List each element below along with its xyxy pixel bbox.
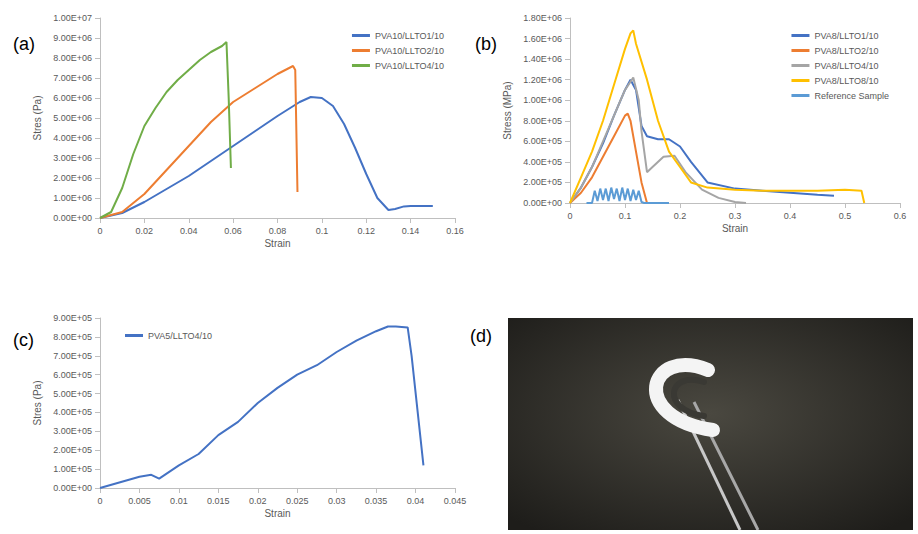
svg-text:0.005: 0.005 bbox=[128, 496, 151, 506]
svg-text:1.60E+06: 1.60E+06 bbox=[523, 34, 562, 44]
svg-text:Stress (MPa): Stress (MPa) bbox=[502, 81, 513, 139]
html-text:(d): (d) bbox=[470, 326, 492, 346]
svg-text:0.1: 0.1 bbox=[316, 226, 329, 236]
svg-text:1.40E+06: 1.40E+06 bbox=[523, 54, 562, 64]
svg-text:2.00E+05: 2.00E+05 bbox=[53, 445, 92, 455]
svg-text:0.04: 0.04 bbox=[180, 226, 198, 236]
svg-text:6.00E+05: 6.00E+05 bbox=[523, 136, 562, 146]
svg-text:PVA8/LLTO2/10: PVA8/LLTO2/10 bbox=[814, 46, 878, 56]
svg-text:1.80E+06: 1.80E+06 bbox=[523, 13, 562, 23]
svg-text:1.00E+06: 1.00E+06 bbox=[53, 193, 92, 203]
svg-text:0.01: 0.01 bbox=[170, 496, 188, 506]
svg-text:9.00E+06: 9.00E+06 bbox=[53, 33, 92, 43]
svg-text:1.00E+05: 1.00E+05 bbox=[53, 464, 92, 474]
svg-text:0.16: 0.16 bbox=[446, 226, 464, 236]
svg-text:PVA8/LLTO8/10: PVA8/LLTO8/10 bbox=[814, 76, 878, 86]
svg-text:0.035: 0.035 bbox=[365, 496, 388, 506]
svg-text:Reference Sample: Reference Sample bbox=[814, 91, 889, 101]
svg-text:Stres (Pa): Stres (Pa) bbox=[32, 380, 43, 425]
svg-text:3.00E+05: 3.00E+05 bbox=[53, 426, 92, 436]
svg-text:PVA8/LLTO4/10: PVA8/LLTO4/10 bbox=[814, 61, 878, 71]
svg-text:4.00E+05: 4.00E+05 bbox=[523, 157, 562, 167]
svg-text:0.06: 0.06 bbox=[224, 226, 242, 236]
svg-text:1.00E+07: 1.00E+07 bbox=[53, 13, 92, 23]
svg-text:7.00E+05: 7.00E+05 bbox=[53, 351, 92, 361]
svg-text:0.02: 0.02 bbox=[249, 496, 267, 506]
svg-text:8.00E+06: 8.00E+06 bbox=[53, 53, 92, 63]
svg-text:5.00E+06: 5.00E+06 bbox=[53, 113, 92, 123]
svg-text:0.1: 0.1 bbox=[619, 211, 632, 221]
svg-text:(a): (a) bbox=[13, 34, 35, 54]
svg-text:0.00E+00: 0.00E+00 bbox=[523, 198, 562, 208]
svg-text:0.12: 0.12 bbox=[357, 226, 375, 236]
svg-text:0.02: 0.02 bbox=[136, 226, 154, 236]
svg-text:(c): (c) bbox=[13, 330, 34, 350]
svg-text:0.045: 0.045 bbox=[444, 496, 467, 506]
svg-text:4.00E+06: 4.00E+06 bbox=[53, 133, 92, 143]
svg-text:8.00E+05: 8.00E+05 bbox=[53, 332, 92, 342]
svg-text:6.00E+06: 6.00E+06 bbox=[53, 93, 92, 103]
svg-text:Stres (Pa): Stres (Pa) bbox=[32, 95, 43, 140]
svg-text:0.00E+00: 0.00E+00 bbox=[53, 213, 92, 223]
svg-text:3.00E+06: 3.00E+06 bbox=[53, 153, 92, 163]
svg-text:PVA10/LLTO4/10: PVA10/LLTO4/10 bbox=[375, 61, 444, 71]
svg-text:PVA10/LLTO1/10: PVA10/LLTO1/10 bbox=[375, 31, 444, 41]
svg-text:2.00E+05: 2.00E+05 bbox=[523, 177, 562, 187]
svg-text:1.00E+06: 1.00E+06 bbox=[523, 95, 562, 105]
svg-text:0: 0 bbox=[97, 496, 102, 506]
svg-text:(b): (b) bbox=[475, 34, 497, 54]
svg-text:0.14: 0.14 bbox=[402, 226, 420, 236]
svg-text:0.08: 0.08 bbox=[269, 226, 287, 236]
svg-text:Strain: Strain bbox=[264, 238, 290, 249]
svg-text:0: 0 bbox=[567, 211, 572, 221]
svg-text:6.00E+05: 6.00E+05 bbox=[53, 370, 92, 380]
svg-text:0: 0 bbox=[97, 226, 102, 236]
svg-text:2.00E+06: 2.00E+06 bbox=[53, 173, 92, 183]
svg-text:PVA8/LLTO1/10: PVA8/LLTO1/10 bbox=[814, 31, 878, 41]
svg-text:PVA10/LLTO2/10: PVA10/LLTO2/10 bbox=[375, 46, 444, 56]
svg-text:0.025: 0.025 bbox=[286, 496, 309, 506]
svg-text:0.6: 0.6 bbox=[894, 211, 907, 221]
svg-text:9.00E+05: 9.00E+05 bbox=[53, 313, 92, 323]
svg-text:0.04: 0.04 bbox=[407, 496, 425, 506]
svg-text:1.20E+06: 1.20E+06 bbox=[523, 75, 562, 85]
svg-text:4.00E+05: 4.00E+05 bbox=[53, 407, 92, 417]
svg-text:0.2: 0.2 bbox=[674, 211, 687, 221]
svg-text:7.00E+06: 7.00E+06 bbox=[53, 73, 92, 83]
svg-text:0.015: 0.015 bbox=[207, 496, 230, 506]
svg-text:0.03: 0.03 bbox=[328, 496, 346, 506]
svg-text:8.00E+05: 8.00E+05 bbox=[523, 116, 562, 126]
svg-text:PVA5/LLTO4/10: PVA5/LLTO4/10 bbox=[148, 331, 212, 341]
svg-text:Strain: Strain bbox=[722, 223, 748, 234]
svg-text:0.00E+00: 0.00E+00 bbox=[53, 483, 92, 493]
svg-text:0.3: 0.3 bbox=[729, 211, 742, 221]
svg-text:5.00E+05: 5.00E+05 bbox=[53, 389, 92, 399]
svg-text:Strain: Strain bbox=[264, 508, 290, 519]
svg-text:0.4: 0.4 bbox=[784, 211, 797, 221]
svg-text:0.5: 0.5 bbox=[839, 211, 852, 221]
